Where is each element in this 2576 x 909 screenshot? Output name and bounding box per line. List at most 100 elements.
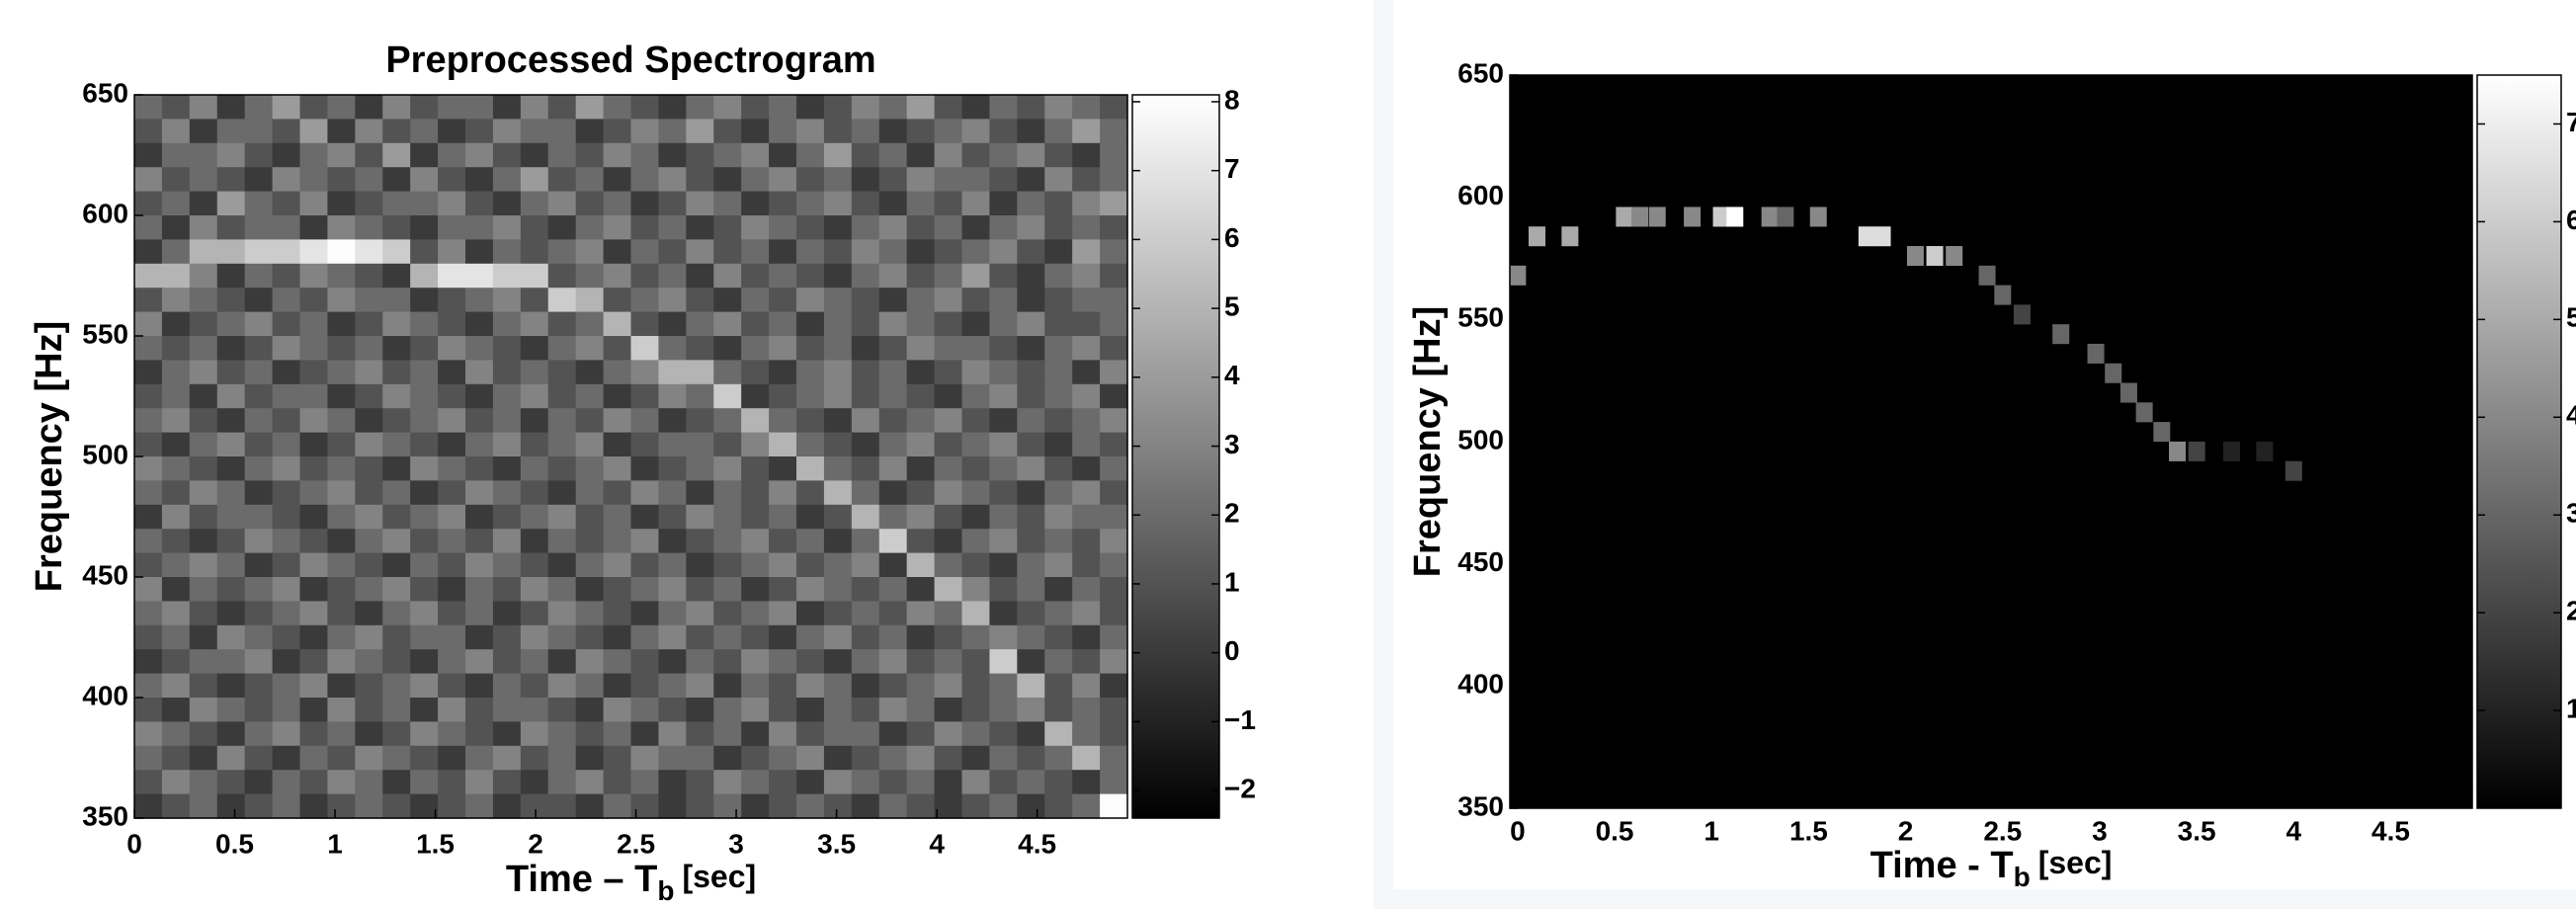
heatmap-cell	[658, 624, 687, 650]
heatmap-cell	[796, 239, 825, 265]
heatmap-cell	[906, 95, 936, 120]
heatmap-cell	[851, 552, 880, 578]
heatmap-cell	[438, 239, 466, 265]
heatmap-cell	[1017, 770, 1045, 795]
heatmap-cell	[823, 167, 853, 193]
heatmap-cell	[796, 649, 825, 675]
x-tick-label: 1	[327, 828, 343, 859]
heatmap-cell	[989, 288, 1018, 313]
heatmap-cell	[630, 263, 660, 289]
heatmap-cell	[878, 360, 908, 385]
y-axis-label: Frequency [Hz]	[29, 321, 70, 592]
heatmap-cell	[299, 504, 329, 530]
heatmap-cell	[492, 601, 522, 626]
heatmap-cell	[492, 456, 522, 481]
heatmap-cell	[492, 142, 522, 168]
heatmap-cell	[244, 577, 274, 602]
heatmap-cell	[906, 408, 936, 434]
heatmap-cell	[630, 288, 660, 313]
heatmap-cell	[1072, 408, 1101, 434]
heatmap-cell	[713, 552, 742, 578]
heatmap-cell	[327, 793, 356, 819]
colorbar-tick-label: 0	[1224, 635, 1240, 666]
heatmap-cell	[878, 215, 908, 240]
heatmap-cell	[713, 770, 742, 795]
heatmap-cell	[438, 673, 466, 699]
heatmap-cell	[823, 142, 853, 168]
heatmap-cell	[355, 456, 383, 481]
heatmap-cell	[851, 793, 880, 819]
heatmap-cell	[1100, 142, 1128, 168]
heatmap-cell	[989, 552, 1018, 578]
heatmap-cell	[299, 624, 329, 650]
heatmap-cell	[851, 721, 880, 747]
heatmap-cell	[465, 456, 494, 481]
heatmap-cell	[851, 577, 880, 602]
heatmap-cell	[934, 456, 963, 481]
heatmap-cell	[769, 649, 797, 675]
heatmap-cell	[851, 432, 880, 457]
heatmap-cell	[575, 360, 605, 385]
heatmap-cell	[161, 624, 191, 650]
heatmap-cell	[603, 119, 632, 144]
heatmap-cell	[189, 383, 218, 409]
heatmap-cell	[934, 649, 963, 675]
heatmap-cell	[1044, 552, 1073, 578]
heatmap-cell	[161, 577, 191, 602]
heatmap-cell	[989, 119, 1018, 144]
heatmap-cell	[934, 263, 963, 289]
heatmap-cell	[934, 793, 963, 819]
heatmap-cell	[686, 504, 714, 530]
heatmap-cell	[1684, 207, 1702, 227]
heatmap-cell	[161, 408, 191, 434]
heatmap-cell	[713, 119, 742, 144]
heatmap-cell	[1044, 95, 1073, 120]
heatmap-cell	[1072, 577, 1101, 602]
heatmap-cell	[465, 311, 494, 337]
heatmap-cell	[851, 239, 880, 265]
heatmap-cell	[603, 745, 632, 771]
heatmap-cell	[823, 504, 853, 530]
heatmap-cell	[741, 263, 770, 289]
heatmap-cell	[410, 601, 439, 626]
heatmap-cell	[1044, 745, 1073, 771]
heatmap-cell	[355, 745, 383, 771]
heatmap-cell	[658, 480, 687, 506]
heatmap-cell	[713, 215, 742, 240]
heatmap-cell	[1072, 191, 1101, 216]
heatmap-cell	[741, 167, 770, 193]
heatmap-cell	[575, 119, 605, 144]
heatmap-cell	[492, 95, 522, 120]
chart-title: Preprocessed Spectrogram	[385, 40, 875, 81]
heatmap-cell	[713, 793, 742, 819]
heatmap-cell	[492, 745, 522, 771]
heatmap-cell	[520, 673, 549, 699]
heatmap-cell	[244, 624, 274, 650]
heatmap-cell	[299, 142, 329, 168]
heatmap-cell	[244, 142, 274, 168]
heatmap-cell	[161, 142, 191, 168]
heatmap-cell	[299, 698, 329, 722]
heatmap-cell	[906, 383, 936, 409]
heatmap-cell	[796, 95, 825, 120]
heatmap-cell	[878, 721, 908, 747]
heatmap-cell	[686, 529, 714, 554]
heatmap-cell	[851, 745, 880, 771]
heatmap-cell	[272, 95, 301, 120]
heatmap-cell	[1761, 207, 1779, 227]
heatmap-cell	[603, 770, 632, 795]
heatmap-cell	[438, 480, 466, 506]
heatmap-cell	[989, 649, 1018, 675]
heatmap-cell	[492, 577, 522, 602]
heatmap-cell	[630, 119, 660, 144]
heatmap-cell	[161, 770, 191, 795]
heatmap-cell	[686, 721, 714, 747]
x-tick-label: 4	[929, 828, 945, 859]
heatmap-cell	[382, 649, 411, 675]
heatmap-cell	[465, 142, 494, 168]
heatmap-cell	[161, 721, 191, 747]
heatmap-cell	[796, 119, 825, 144]
heatmap-cell	[134, 263, 163, 289]
heatmap-cell	[713, 504, 742, 530]
heatmap-cell	[465, 239, 494, 265]
